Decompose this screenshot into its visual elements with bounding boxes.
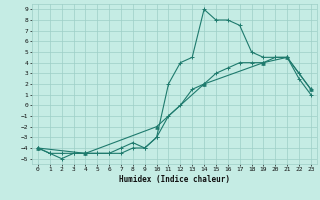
X-axis label: Humidex (Indice chaleur): Humidex (Indice chaleur) <box>119 175 230 184</box>
